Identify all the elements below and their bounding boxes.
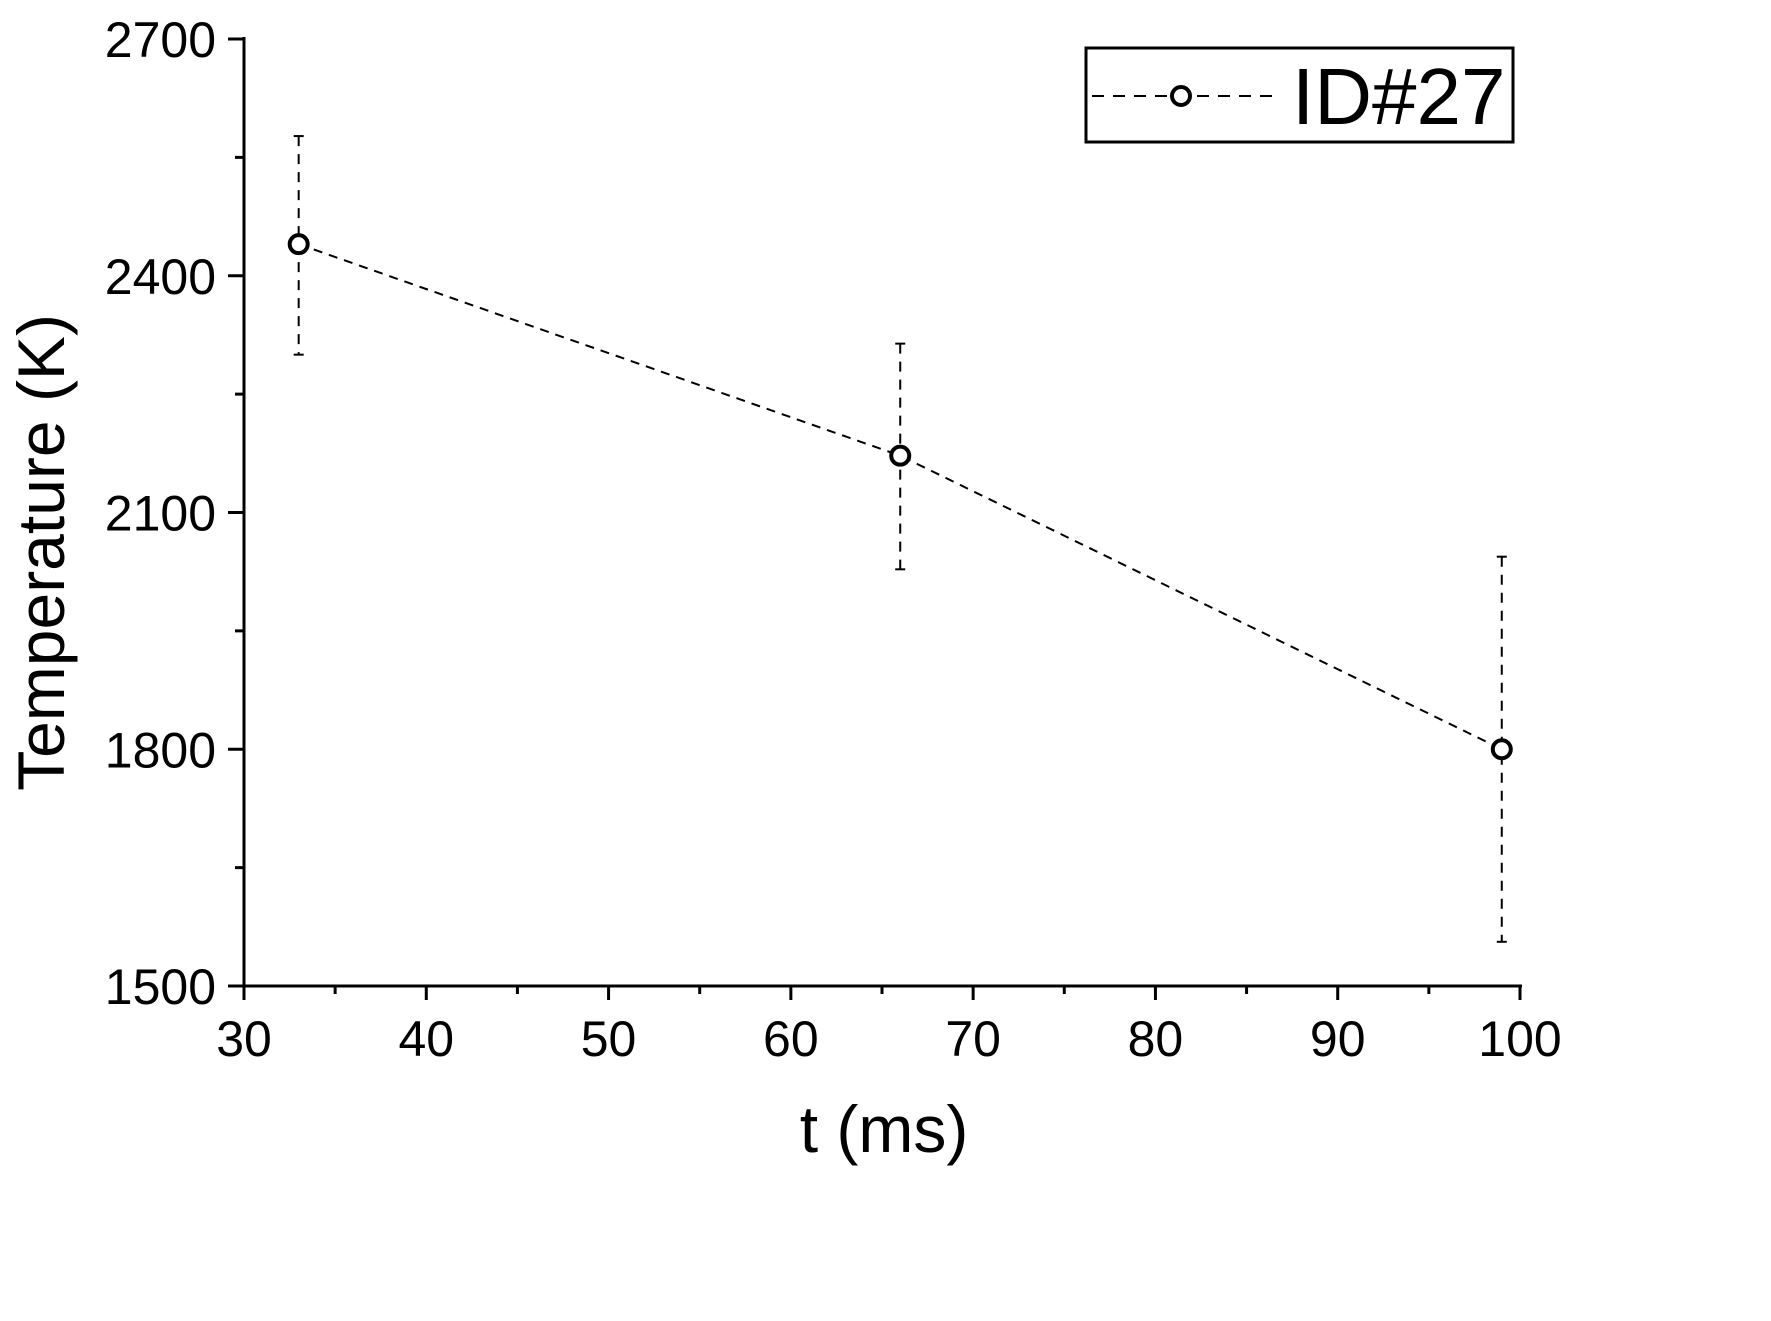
y-tick-label: 1800 (105, 722, 216, 778)
error-bar (1496, 555, 1507, 943)
x-tick-label: 50 (581, 1011, 637, 1067)
series-line (298, 243, 1503, 751)
x-tick-label: 40 (398, 1011, 454, 1067)
legend-marker (1170, 85, 1192, 107)
data-point (889, 444, 912, 467)
y-tick-label: 2100 (105, 486, 216, 542)
series-layer (287, 135, 1513, 943)
y-tick-label: 1500 (105, 959, 216, 1015)
data-point (1490, 738, 1513, 761)
x-tick-label: 100 (1478, 1011, 1561, 1067)
legend-label: ID#27 (1292, 52, 1505, 141)
plot-area: 30 40 50 60 70 80 90 100 1500 1800 2100 2400 2700 (105, 12, 1562, 1067)
x-tick-label: 30 (216, 1011, 272, 1067)
legend: ID#27 (1084, 46, 1515, 144)
y-tick-label: 2700 (105, 12, 216, 68)
x-tick-label: 80 (1128, 1011, 1184, 1067)
data-point (287, 233, 310, 256)
y-axis-title: Temperature (K) (4, 314, 78, 791)
x-tick-label: 90 (1310, 1011, 1366, 1067)
x-tick-label: 60 (763, 1011, 819, 1067)
x-tick-label: 70 (945, 1011, 1001, 1067)
y-tick-label: 2400 (105, 249, 216, 305)
x-axis-ticks: 30 40 50 60 70 80 90 100 (216, 986, 1562, 1067)
y-axis-ticks: 1500 1800 2100 2400 2700 (105, 12, 244, 1015)
x-axis-title: t (ms) (800, 1092, 969, 1166)
